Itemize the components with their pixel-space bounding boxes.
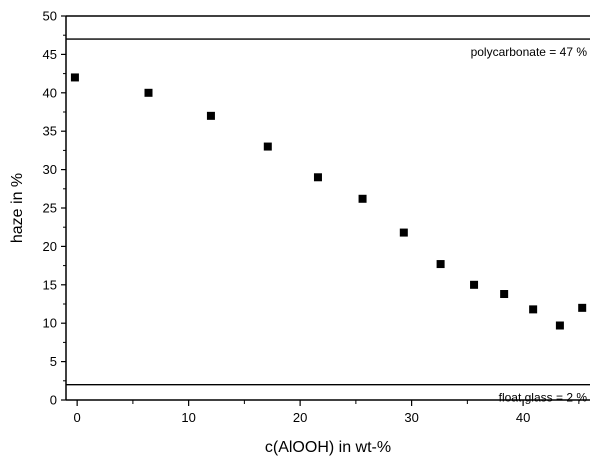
y-tick-label: 50 [43,9,57,24]
y-tick-label: 35 [43,124,57,139]
x-axis: 0 10 20 30 40 [66,399,590,425]
x-axis-title: c(AlOOH) in wt-% [265,439,391,456]
data-point [70,73,79,82]
y-tick-label: 20 [43,239,57,254]
reference-line-label: polycarbonate = 47 % [471,45,588,59]
reference-lines: polycarbonate = 47 % float glass = 2 % [66,38,590,405]
x-tick-label: 10 [181,410,195,425]
data-point [529,305,538,314]
data-point [399,228,408,237]
x-tick-label: 30 [404,410,418,425]
y-tick-label: 5 [50,354,57,369]
data-point [313,173,322,182]
y-tick-label: 15 [43,277,57,292]
data-point [500,290,509,299]
reference-line-label: float glass = 2 % [499,391,588,405]
y-tick-label: 30 [43,162,57,177]
data-point [578,303,587,312]
data-point [436,260,445,269]
x-tick-label: 20 [293,410,307,425]
y-tick-label: 0 [50,393,57,408]
data-point [470,280,479,289]
y-tick-label: 25 [43,201,57,216]
data-point [555,321,564,330]
data-point [206,111,215,120]
x-tick-label: 40 [516,410,530,425]
y-axis: 0 5 10 15 20 25 30 35 40 45 50 [43,9,67,408]
data-point [144,88,153,97]
y-axis-title: haze in % [9,173,26,243]
data-points [70,73,587,330]
data-point [263,142,272,151]
y-tick-label: 10 [43,316,57,331]
y-tick-label: 40 [43,85,57,100]
y-tick-label: 45 [43,47,57,62]
x-tick-label: 0 [74,410,81,425]
data-point [358,194,367,203]
